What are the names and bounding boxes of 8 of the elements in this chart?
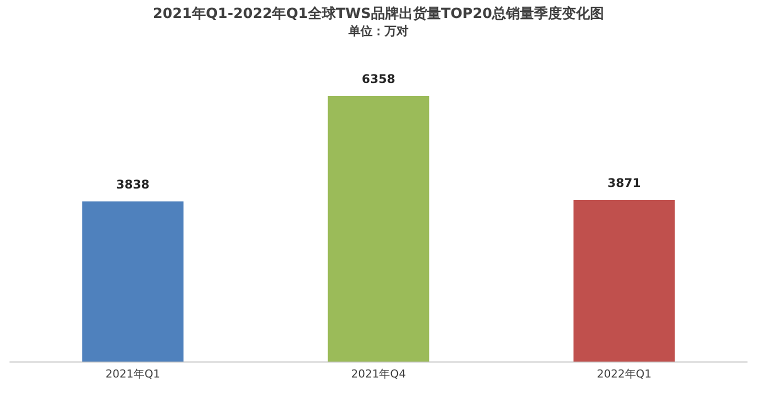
x-tick-label: 2021年Q1 — [106, 367, 160, 380]
data-label: 3838 — [116, 177, 150, 192]
data-label: 6358 — [362, 72, 396, 86]
chart-subtitle: 单位：万对 — [348, 24, 408, 38]
chart-title: 2021年Q1-2022年Q1全球TWS品牌出货量TOP20总销量季度变化图 — [152, 5, 604, 22]
data-label: 3871 — [607, 176, 641, 190]
x-tick-label: 2021年Q4 — [351, 367, 406, 380]
x-tick-label: 2022年Q1 — [596, 367, 652, 380]
